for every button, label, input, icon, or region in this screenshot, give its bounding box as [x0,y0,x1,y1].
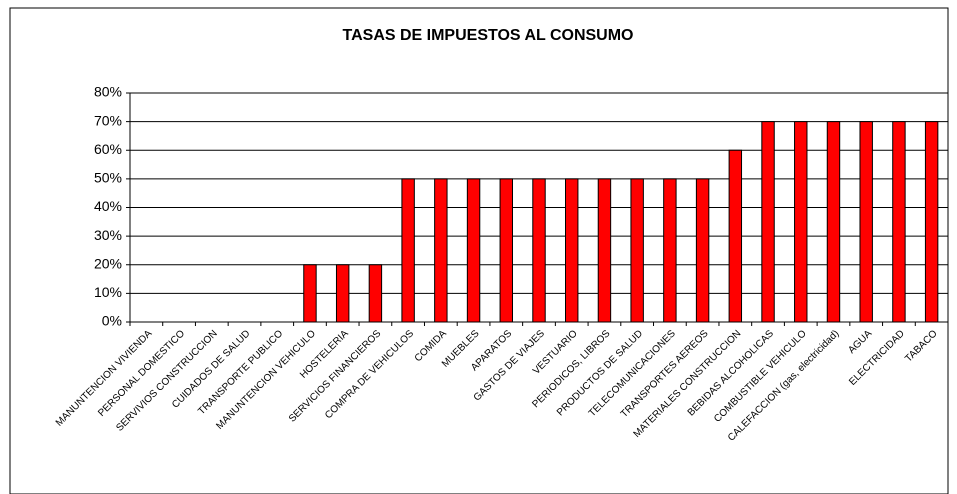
bar [859,121,873,323]
y-tick-label: 0% [102,313,122,329]
bar [434,178,448,323]
bar [794,121,808,323]
y-tick-label: 70% [94,112,122,128]
bar [826,121,841,323]
bar [728,149,743,323]
y-tick-label: 40% [94,198,122,214]
bar [565,178,579,323]
bar [630,178,644,323]
bar [892,121,906,323]
bar [401,178,415,323]
y-tick-label: 20% [94,255,122,271]
bar [695,178,710,323]
bar [532,178,546,323]
y-tick-label: 80% [94,84,122,100]
y-tick-label: 60% [94,141,122,157]
bar [597,178,612,323]
bar [663,178,677,323]
y-tick-label: 50% [94,170,122,186]
chart-title: TASAS DE IMPUESTOS AL CONSUMO [343,27,634,44]
bar [499,178,513,323]
bar [924,121,939,323]
y-tick-label: 30% [94,227,122,243]
bar [303,264,317,323]
bar [368,264,383,323]
bar [335,264,350,323]
y-tick-label: 10% [94,284,122,300]
bar [761,121,775,323]
bar [466,178,481,323]
